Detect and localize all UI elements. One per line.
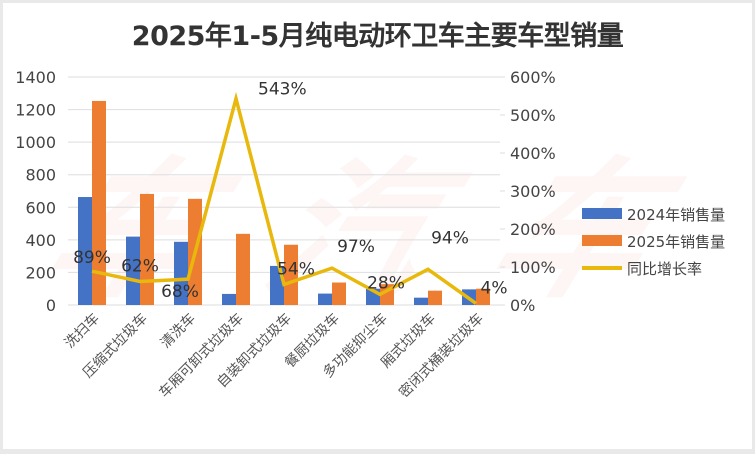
left-axis-tick: 800: [25, 166, 56, 185]
bar-2025: [284, 244, 298, 305]
category-label: 洗扫车: [61, 310, 103, 352]
bar-2025: [236, 233, 250, 305]
bar-2025: [140, 193, 154, 305]
bar-2025: [332, 282, 346, 305]
legend-label: 2025年销售量: [627, 233, 725, 251]
growth-rate-label: 543%: [258, 80, 307, 100]
left-axis-tick: 600: [25, 198, 56, 217]
left-axis-tick: 1000: [15, 133, 56, 152]
bar-2025: [476, 288, 490, 305]
right-axis-tick: 200%: [510, 220, 556, 239]
right-axis-tick: 300%: [510, 182, 556, 201]
bar-2024: [414, 297, 428, 305]
left-axis-tick: 1400: [15, 68, 56, 87]
legend-label: 同比增长率: [627, 260, 702, 278]
right-axis-tick: 100%: [510, 258, 556, 277]
left-axis-tick: 1200: [15, 101, 56, 120]
bar-2025: [92, 100, 106, 305]
legend-swatch: [582, 235, 622, 246]
growth-rate-label: 89%: [73, 248, 111, 268]
right-axis-tick: 0%: [510, 296, 535, 315]
legend-swatch: [582, 208, 622, 219]
bar-2024: [222, 293, 236, 305]
growth-rate-label: 62%: [121, 256, 159, 276]
growth-rate-line: [91, 91, 478, 305]
category-label: 车厢可卸式垃圾车: [156, 310, 247, 401]
growth-rate-label: 28%: [367, 273, 405, 293]
bar-2024: [174, 241, 188, 305]
bar-2025: [428, 290, 442, 305]
bar-2024: [78, 197, 92, 305]
left-axis-tick: 200: [25, 263, 56, 282]
right-axis-tick: 500%: [510, 106, 556, 125]
category-label: 密闭式桶装垃圾车: [396, 310, 487, 401]
growth-rate-label: 4%: [481, 278, 508, 298]
bar-2024: [126, 236, 140, 305]
left-axis-tick: 0: [46, 296, 56, 315]
right-axis-tick: 600%: [510, 68, 556, 87]
bar-2024: [318, 293, 332, 305]
growth-rate-label: 94%: [431, 228, 469, 248]
growth-rate-label: 54%: [277, 259, 315, 279]
growth-rate-label: 97%: [337, 237, 375, 257]
chart-title: 2025年1-5月纯电动环卫车主要车型销量: [131, 21, 624, 52]
right-axis-tick: 400%: [510, 144, 556, 163]
legend-label: 2024年销售量: [627, 206, 725, 224]
growth-rate-label: 68%: [161, 282, 199, 302]
left-axis-tick: 400: [25, 231, 56, 250]
category-label: 清洗车: [157, 310, 199, 352]
